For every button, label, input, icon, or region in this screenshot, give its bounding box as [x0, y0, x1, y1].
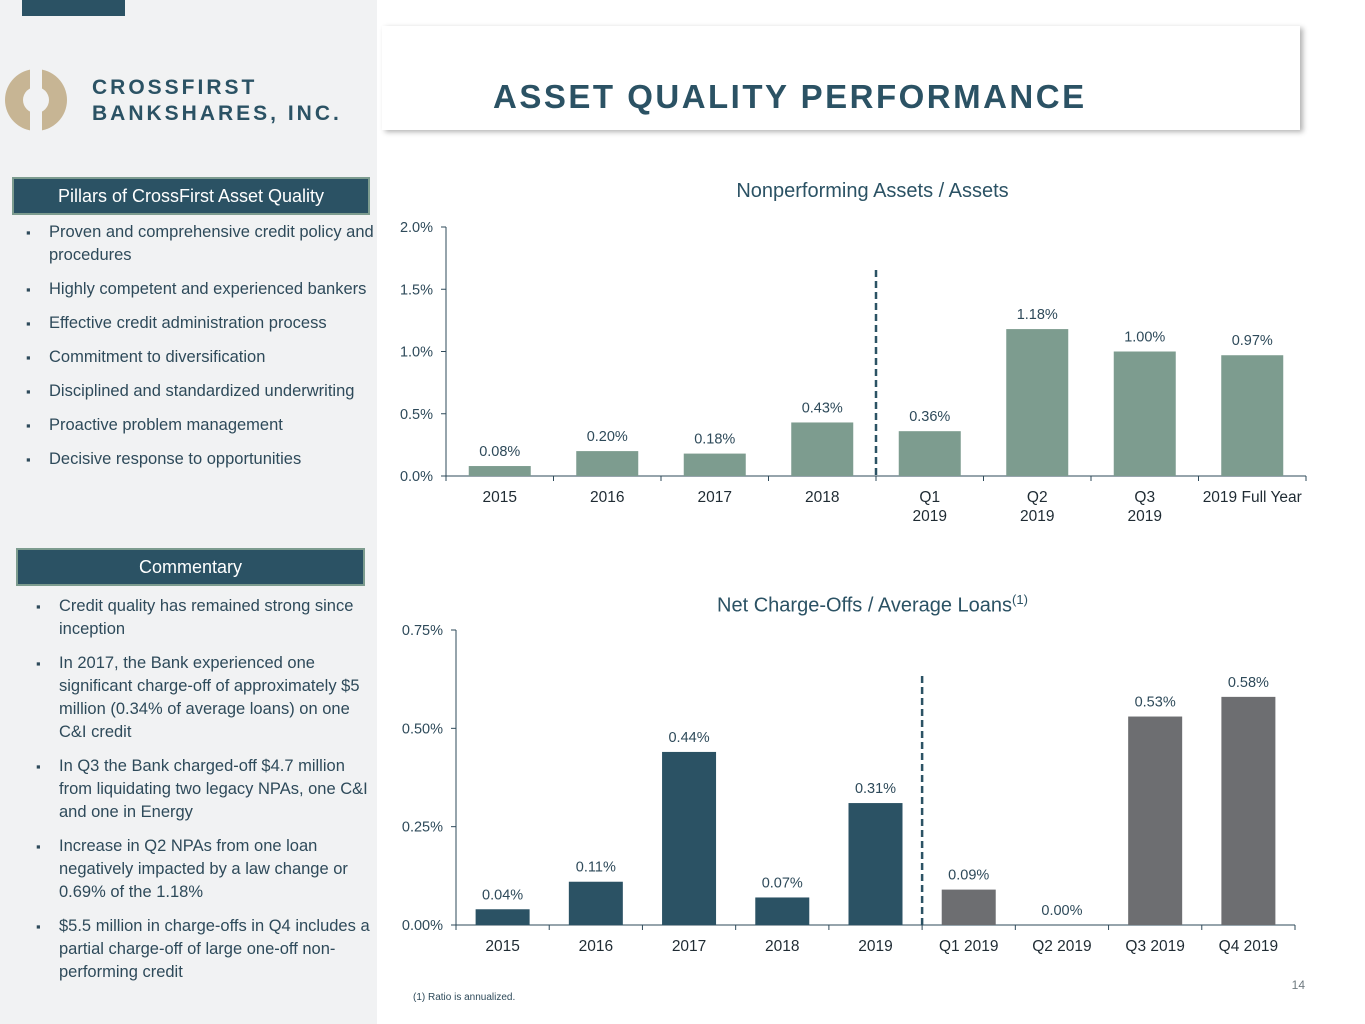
nco-category-label: Q1 2019 [939, 938, 998, 955]
list-item: Decisive response to opportunities [26, 448, 374, 471]
npa-data-label: 0.18% [694, 432, 735, 448]
list-item: Credit quality has remained strong since… [36, 595, 371, 641]
npa-data-label: 0.97% [1232, 333, 1273, 349]
npa-chart: 0.0% 0.5% 1.0% 1.5% 2.0% 0.08% 2015 0.20% 2016 0.… [400, 220, 1307, 525]
npa-category-label: 2019 [913, 508, 947, 525]
nco-bar [568, 881, 623, 925]
npa-category-label: 2016 [590, 489, 624, 506]
npa-data-label: 0.20% [587, 429, 628, 445]
npa-data-label: 1.00% [1124, 330, 1165, 346]
nco-category-label: Q2 2019 [1032, 938, 1091, 955]
nco-chart-title: Net Charge-Offs / Average Loans(1) [640, 592, 1105, 618]
nco-data-label: 0.58% [1228, 675, 1269, 691]
list-item: Disciplined and standardized underwritin… [26, 380, 374, 403]
npa-category-label: 2017 [698, 489, 732, 506]
npa-category-label: Q3 [1134, 489, 1155, 506]
commentary-header: Commentary [16, 548, 365, 586]
npa-category-label: 2018 [805, 489, 839, 506]
npa-category-label: Q2 [1027, 489, 1048, 506]
npa-bar [1221, 355, 1284, 476]
list-item: Proven and comprehensive credit policy a… [26, 221, 374, 267]
nco-y-tick-label: 0.75% [402, 623, 443, 639]
nco-data-label: 0.11% [576, 860, 616, 876]
nco-bar [1128, 716, 1183, 925]
list-item: In Q3 the Bank charged-off $4.7 million … [36, 755, 371, 824]
npa-y-tick-label: 2.0% [400, 220, 433, 236]
npa-category-label: 2019 [1020, 508, 1054, 525]
nco-category-label: Q3 2019 [1125, 938, 1184, 955]
nco-category-label: 2018 [765, 938, 799, 955]
nco-chart-title-footnote-ref: (1) [1012, 592, 1028, 607]
nco-category-label: 2016 [579, 938, 613, 955]
nco-data-label: 0.31% [855, 781, 896, 797]
list-item: Increase in Q2 NPAs from one loan negati… [36, 835, 371, 904]
company-name-line2: BANKSHARES, INC. [92, 102, 342, 125]
npa-category-label: 2019 [1128, 508, 1162, 525]
npa-y-tick-label: 1.0% [400, 345, 433, 361]
nco-category-label: 2019 [858, 938, 892, 955]
company-name-line1: CROSSFIRST [92, 76, 258, 99]
list-item: Commitment to diversification [26, 346, 374, 369]
title-card [382, 26, 1300, 130]
nco-data-label: 0.00% [1041, 903, 1082, 919]
pillars-header: Pillars of CrossFirst Asset Quality [12, 177, 370, 215]
npa-y-tick-label: 0.5% [400, 407, 433, 423]
list-item: Highly competent and experienced bankers [26, 278, 374, 301]
npa-data-label: 0.43% [802, 400, 843, 416]
nco-data-label: 0.53% [1135, 695, 1176, 711]
npa-chart-title: Nonperforming Assets / Assets [640, 180, 1105, 203]
nco-data-label: 0.04% [482, 887, 523, 903]
nco-data-label: 0.44% [668, 730, 709, 746]
list-item: Proactive problem management [26, 414, 374, 437]
nco-data-label: 0.09% [948, 868, 989, 884]
npa-y-tick-label: 0.0% [400, 469, 433, 485]
nco-data-label: 0.07% [762, 875, 803, 891]
pillars-list: Proven and comprehensive credit policy a… [26, 221, 374, 482]
list-item: $5.5 million in charge-offs in Q4 includ… [36, 915, 371, 984]
nco-bar [1221, 696, 1276, 925]
nco-category-label: 2017 [672, 938, 706, 955]
nco-y-tick-label: 0.00% [402, 918, 443, 934]
nco-y-tick-label: 0.50% [402, 721, 443, 737]
npa-bar [1006, 329, 1069, 476]
nco-bar [848, 803, 903, 925]
npa-bar [468, 466, 531, 476]
nco-bar [755, 897, 810, 925]
nco-bar [475, 909, 530, 925]
footnote: (1) Ratio is annualized. [413, 992, 516, 1003]
npa-bar [1113, 351, 1176, 476]
npa-y-tick-label: 1.5% [400, 282, 433, 298]
npa-category-label: Q1 [919, 489, 940, 506]
npa-data-label: 0.08% [479, 444, 520, 460]
npa-bar [898, 431, 961, 476]
crossfirst-logo-icon [5, 68, 67, 133]
npa-bar [576, 451, 639, 476]
npa-category-label: 2015 [483, 489, 517, 506]
list-item: In 2017, the Bank experienced one signif… [36, 652, 371, 744]
list-item: Effective credit administration process [26, 312, 374, 335]
npa-data-label: 1.18% [1017, 307, 1058, 323]
nco-category-label: Q4 2019 [1219, 938, 1278, 955]
commentary-list: Credit quality has remained strong since… [36, 595, 371, 995]
nco-category-label: 2015 [485, 938, 519, 955]
npa-data-label: 0.36% [909, 409, 950, 425]
top-accent-bar [22, 0, 125, 16]
page-number: 14 [1291, 978, 1305, 992]
nco-bar [662, 751, 717, 925]
npa-chart-title-text: Nonperforming Assets / Assets [736, 180, 1009, 202]
nco-chart-title-text: Net Charge-Offs / Average Loans [717, 594, 1013, 617]
npa-bar [791, 422, 854, 476]
npa-category-label: 2019 Full Year [1203, 489, 1302, 506]
nco-chart: 0.00% 0.25% 0.50% 0.75% 0.04% 2015 0.11% 2016 0.… [402, 623, 1296, 955]
npa-bar [683, 453, 746, 476]
nco-y-tick-label: 0.25% [402, 820, 443, 836]
page-title: ASSET QUALITY PERFORMANCE [493, 78, 1087, 115]
nco-bar [941, 889, 996, 925]
